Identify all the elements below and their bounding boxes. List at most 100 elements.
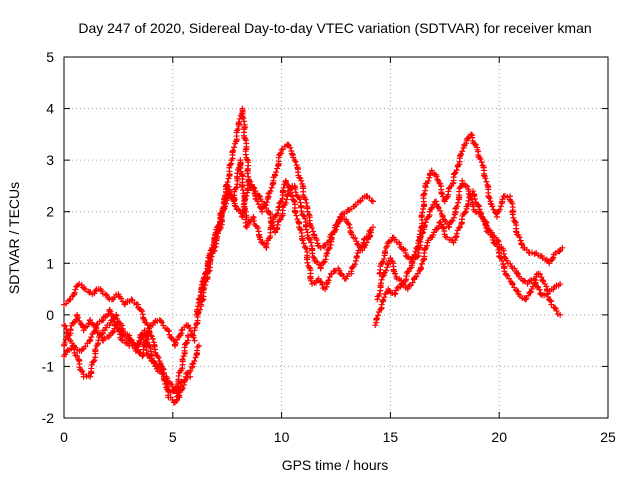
- data-point: [296, 220, 303, 227]
- data-point: [514, 271, 521, 278]
- data-point: [269, 216, 276, 223]
- data-point: [455, 199, 462, 206]
- data-point: [111, 321, 118, 328]
- data-point: [367, 229, 374, 236]
- data-point: [396, 241, 403, 248]
- data-point: [220, 206, 227, 213]
- data-point: [520, 277, 527, 284]
- data-point: [103, 292, 110, 299]
- y-tick-label: -1: [42, 358, 55, 374]
- data-point: [278, 150, 285, 157]
- data-point: [545, 258, 552, 265]
- data-point: [297, 175, 304, 182]
- y-tick-label: 3: [46, 152, 54, 168]
- data-point: [378, 276, 385, 283]
- x-axis: 0 5 10 15 20 25: [60, 57, 616, 445]
- data-point: [510, 214, 517, 221]
- data-point: [402, 247, 409, 254]
- data-point: [212, 243, 219, 250]
- data-point: [233, 184, 240, 191]
- data-point: [118, 295, 125, 302]
- data-point: [441, 216, 448, 223]
- data-point: [277, 216, 284, 223]
- data-point: [65, 332, 72, 339]
- data-point: [274, 221, 281, 228]
- data-point: [501, 268, 508, 275]
- data-point: [191, 337, 198, 344]
- data-point: [353, 253, 360, 260]
- data-point: [512, 219, 519, 226]
- data-point: [554, 311, 561, 318]
- data-point: [393, 287, 400, 294]
- data-point: [420, 191, 427, 198]
- data-point: [187, 328, 194, 335]
- data-point: [482, 175, 489, 182]
- data-point: [352, 235, 359, 242]
- data-point: [202, 282, 209, 289]
- data-point: [379, 258, 386, 265]
- data-point: [303, 226, 310, 233]
- data-point: [380, 255, 387, 262]
- data-point: [453, 167, 460, 174]
- data-point: [417, 264, 424, 271]
- data-point: [239, 114, 246, 121]
- data-point: [412, 248, 419, 255]
- data-point: [304, 259, 311, 266]
- data-point: [308, 277, 315, 284]
- data-point: [457, 183, 464, 190]
- data-point: [409, 254, 416, 261]
- data-point: [288, 192, 295, 199]
- data-point: [244, 222, 251, 229]
- data-point: [536, 286, 543, 293]
- data-point: [231, 144, 238, 151]
- data-point: [91, 328, 98, 335]
- data-point: [155, 354, 162, 361]
- data-point: [543, 283, 550, 290]
- data-point: [483, 178, 490, 185]
- data-point: [169, 384, 176, 391]
- data-point: [263, 240, 270, 247]
- data-point: [433, 173, 440, 180]
- data-point: [522, 296, 529, 303]
- data-point: [352, 257, 359, 264]
- data-point: [126, 298, 133, 305]
- data-point: [547, 297, 554, 304]
- data-point: [454, 203, 461, 210]
- data-point: [130, 339, 137, 346]
- data-point: [263, 205, 270, 212]
- data-point: [72, 286, 79, 293]
- data-point: [230, 147, 237, 154]
- data-point: [261, 201, 268, 208]
- series-track-10: [372, 188, 564, 329]
- data-point: [107, 308, 114, 315]
- data-point: [433, 226, 440, 233]
- data-point: [367, 232, 374, 239]
- data-point: [333, 223, 340, 230]
- data-point: [62, 323, 69, 330]
- grid: [64, 57, 608, 418]
- data-point: [93, 324, 100, 331]
- x-tick-label: 0: [60, 429, 68, 445]
- data-point: [376, 291, 383, 298]
- data-point: [488, 229, 495, 236]
- data-point: [143, 338, 150, 345]
- data-point: [308, 239, 315, 246]
- data-point: [464, 183, 471, 190]
- data-point: [81, 285, 88, 292]
- data-point: [131, 342, 138, 349]
- data-point: [198, 303, 205, 310]
- data-point: [411, 251, 418, 258]
- data-point: [471, 140, 478, 147]
- data-point: [257, 236, 264, 243]
- y-axis: -2 -1 0 1 2 3 4 5: [42, 49, 608, 426]
- y-tick-label: 0: [46, 307, 54, 323]
- data-point: [441, 198, 448, 205]
- data-point: [172, 339, 179, 346]
- data-point: [509, 265, 516, 272]
- data-point: [228, 160, 235, 167]
- data-point: [191, 324, 198, 331]
- data-point: [82, 343, 89, 350]
- data-point: [384, 243, 391, 250]
- data-point: [168, 335, 175, 342]
- data-point: [434, 176, 441, 183]
